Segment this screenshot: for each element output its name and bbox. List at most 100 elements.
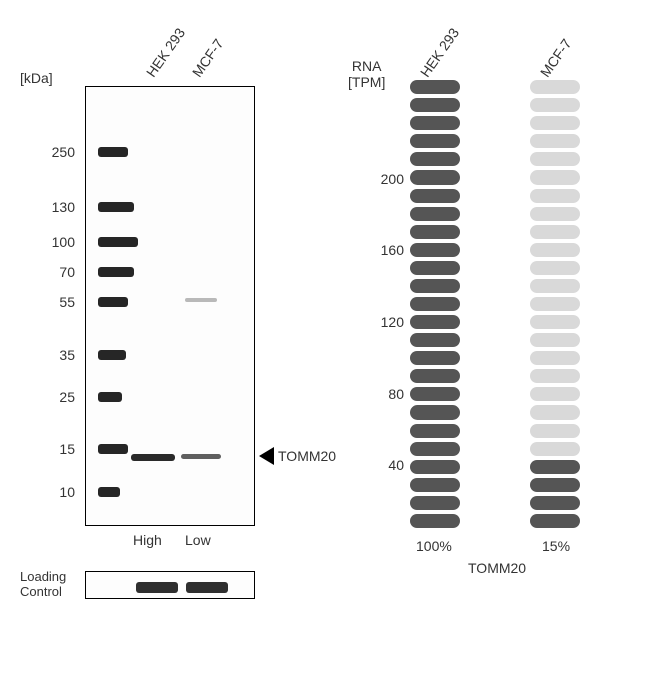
pill xyxy=(410,261,460,275)
pill-column-hek xyxy=(410,80,460,528)
pill xyxy=(410,243,460,257)
kda-tick-130: 130 xyxy=(35,199,75,215)
ladder-band-35 xyxy=(98,350,126,360)
figure-root: [kDa] HEK 293 MCF-7 TOMM20 High Low Load… xyxy=(0,0,650,676)
pill xyxy=(530,442,580,456)
pill xyxy=(530,405,580,419)
rna-l2: [TPM] xyxy=(348,74,385,90)
blot-sample-mcf: MCF-7 xyxy=(189,36,227,80)
rna-sample-mcf: MCF-7 xyxy=(537,36,575,80)
pill xyxy=(530,98,580,112)
arrowhead-icon xyxy=(259,447,274,465)
pill xyxy=(410,98,460,112)
pill xyxy=(410,170,460,184)
pill xyxy=(530,243,580,257)
rna-sample-hek: HEK 293 xyxy=(417,25,462,80)
pill xyxy=(410,225,460,239)
kda-tick-100: 100 xyxy=(35,234,75,250)
ladder-band-130 xyxy=(98,202,134,212)
ladder-band-15 xyxy=(98,444,128,454)
ladder-band-10 xyxy=(98,487,120,497)
rna-tick-160: 160 xyxy=(368,242,404,258)
kda-tick-35: 35 xyxy=(35,347,75,363)
pill xyxy=(530,116,580,130)
pill xyxy=(410,442,460,456)
rna-tick-200: 200 xyxy=(368,171,404,187)
loading-control-strip xyxy=(85,571,255,599)
rna-axis-label: RNA [TPM] xyxy=(348,58,385,90)
pill xyxy=(410,496,460,510)
pill xyxy=(530,80,580,94)
kda-tick-55: 55 xyxy=(35,294,75,310)
kda-tick-70: 70 xyxy=(35,264,75,280)
loading-band-mcf xyxy=(186,582,228,593)
loading-l2: Control xyxy=(20,584,62,599)
high-label: High xyxy=(133,532,162,548)
pill xyxy=(410,478,460,492)
pill xyxy=(410,134,460,148)
pill-column-mcf xyxy=(530,80,580,528)
loading-control-label: Loading Control xyxy=(20,570,66,600)
rna-protein-label: TOMM20 xyxy=(468,560,526,576)
pill xyxy=(410,279,460,293)
pill xyxy=(410,387,460,401)
pill xyxy=(410,369,460,383)
pill xyxy=(410,514,460,528)
pill xyxy=(530,297,580,311)
ladder-band-250 xyxy=(98,147,128,157)
blot-sample-hek: HEK 293 xyxy=(143,25,188,80)
pill xyxy=(410,80,460,94)
rna-tick-120: 120 xyxy=(368,314,404,330)
pill xyxy=(530,225,580,239)
blot-membrane xyxy=(85,86,255,526)
pill xyxy=(410,189,460,203)
faint-band xyxy=(185,298,217,302)
rna-panel: RNA [TPM] HEK 293 MCF-7 100% 15% TOMM20 … xyxy=(340,20,640,656)
kda-unit-label: [kDa] xyxy=(20,70,53,86)
pill xyxy=(410,116,460,130)
target-band-hek xyxy=(131,454,175,461)
rna-tick-40: 40 xyxy=(368,457,404,473)
ladder-band-70 xyxy=(98,267,134,277)
percent-mcf: 15% xyxy=(542,538,570,554)
pill xyxy=(530,514,580,528)
pill xyxy=(410,207,460,221)
pill xyxy=(530,315,580,329)
pill xyxy=(410,405,460,419)
target-protein-label: TOMM20 xyxy=(278,448,336,464)
pill xyxy=(530,387,580,401)
kda-tick-15: 15 xyxy=(35,441,75,457)
pill xyxy=(530,460,580,474)
ladder-band-55 xyxy=(98,297,128,307)
pill xyxy=(530,170,580,184)
pill xyxy=(410,333,460,347)
kda-tick-250: 250 xyxy=(35,144,75,160)
pill xyxy=(410,315,460,329)
pill xyxy=(410,297,460,311)
pill xyxy=(530,424,580,438)
pill xyxy=(530,496,580,510)
pill xyxy=(530,351,580,365)
western-blot-panel: [kDa] HEK 293 MCF-7 TOMM20 High Low Load… xyxy=(20,20,320,656)
pill xyxy=(530,207,580,221)
kda-tick-10: 10 xyxy=(35,484,75,500)
pill xyxy=(410,424,460,438)
pill xyxy=(530,478,580,492)
rna-tick-80: 80 xyxy=(368,386,404,402)
pill xyxy=(530,333,580,347)
pill xyxy=(410,460,460,474)
low-label: Low xyxy=(185,532,211,548)
pill xyxy=(530,369,580,383)
pill xyxy=(530,261,580,275)
pill xyxy=(410,351,460,365)
pill xyxy=(530,152,580,166)
percent-hek: 100% xyxy=(416,538,452,554)
loading-l1: Loading xyxy=(20,569,66,584)
kda-tick-25: 25 xyxy=(35,389,75,405)
ladder-band-100 xyxy=(98,237,138,247)
pill xyxy=(530,189,580,203)
pill xyxy=(530,279,580,293)
target-band-mcf xyxy=(181,454,221,459)
pill xyxy=(530,134,580,148)
rna-l1: RNA xyxy=(348,58,385,74)
